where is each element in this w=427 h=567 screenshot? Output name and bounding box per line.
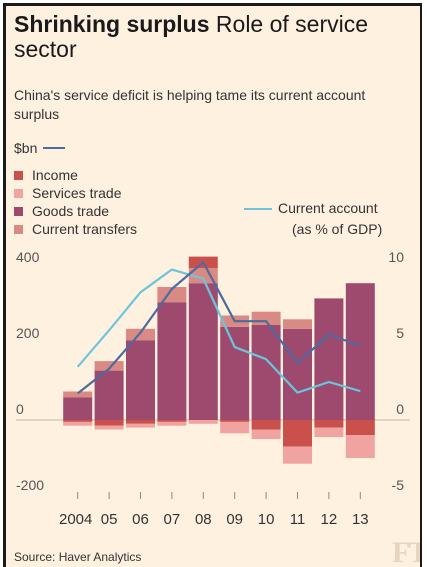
bar-services-6 (251, 429, 281, 439)
x-tick-label-3: 07 (164, 511, 181, 528)
bar-income-5 (220, 420, 250, 422)
bar-goods-3 (157, 302, 187, 420)
bar-goods-2 (126, 340, 155, 420)
legend-item-goods: Goods trade (14, 202, 137, 220)
bar-legend: Income Services trade Goods trade Curren… (14, 166, 137, 238)
legend-item-transfers: Current transfers (14, 220, 137, 238)
bar-income-7 (283, 420, 312, 447)
bar-income-3 (157, 420, 187, 422)
legend-item-services: Services trade (14, 184, 137, 202)
unit-label: $bn (14, 140, 38, 156)
bar-transfers-2 (126, 328, 155, 341)
legend-label-services: Services trade (32, 185, 122, 201)
bar-goods-0 (63, 397, 93, 420)
bar-goods-9 (345, 283, 375, 420)
y-tick-left-3: -200 (16, 477, 44, 493)
y-tick-left-0: 400 (16, 249, 40, 265)
bar-goods-1 (94, 370, 124, 420)
bar-goods-4 (188, 283, 218, 420)
unit-legend: $bn (14, 140, 66, 156)
x-tick-label-1: 05 (101, 511, 118, 528)
bar-services-0 (63, 421, 93, 426)
y-tick-right-3: -5 (392, 477, 405, 493)
chart-subtitle: China's service deficit is helping tame … (14, 87, 366, 122)
x-tick-label-7: 11 (290, 511, 306, 528)
legend-item-income: Income (14, 166, 137, 184)
bar-goods-7 (283, 328, 312, 420)
bar-transfers-7 (283, 319, 312, 329)
current-account-legend: Current account (as % of GDP) (244, 198, 382, 240)
y-tick-right-2: 0 (396, 401, 404, 417)
x-tick-label-4: 08 (195, 511, 212, 528)
bar-services-4 (188, 420, 218, 424)
title-bold: Shrinking surplus (14, 11, 210, 37)
x-tick-label-9: 13 (352, 511, 369, 528)
ca-line-swatch (244, 207, 272, 210)
bar-services-5 (220, 421, 250, 434)
x-tick-label-2: 06 (132, 511, 149, 528)
bar-services-7 (283, 446, 312, 464)
legend-label-income: Income (32, 167, 78, 183)
legend-label-goods: Goods trade (32, 203, 110, 219)
bar-income-1 (94, 420, 124, 426)
bar-services-9 (345, 435, 375, 458)
bar-transfers-1 (94, 361, 124, 371)
bar-services-2 (126, 423, 155, 428)
legend-swatch-income (14, 170, 23, 180)
line-current-account (76, 268, 361, 394)
y-tick-left-2: 0 (16, 401, 24, 417)
bar-income-6 (251, 420, 281, 430)
x-tick-label-8: 12 (321, 511, 338, 528)
x-tick-label-5: 09 (226, 511, 243, 528)
bar-services-3 (157, 421, 187, 426)
legend-swatch-services (14, 188, 23, 198)
bar-goods-5 (220, 326, 250, 420)
y-tick-right-1: 5 (396, 325, 404, 341)
ca-label-line2: (as % of GDP) (292, 221, 383, 237)
bar-services-8 (314, 427, 344, 438)
legend-label-transfers: Current transfers (32, 221, 138, 237)
y-tick-left-1: 200 (16, 325, 40, 341)
bar-transfers-0 (63, 391, 93, 398)
source-note: Source: Haver Analytics (14, 550, 142, 564)
legend-swatch-transfers (14, 224, 23, 234)
bar-income-9 (345, 420, 375, 436)
line-bn (77, 261, 361, 395)
bar-income-8 (314, 420, 344, 428)
bar-transfers-4 (188, 268, 218, 284)
legend-swatch-goods (14, 206, 23, 216)
y-tick-right-0: 10 (388, 249, 404, 265)
ca-label-line1: Current account (278, 200, 378, 216)
x-tick-label-0: 2004 (59, 511, 92, 528)
ft-logo: FT (392, 536, 420, 567)
bar-goods-8 (314, 298, 344, 420)
bar-services-1 (94, 425, 124, 430)
x-tick-label-6: 10 (258, 511, 275, 528)
title-rest: Role of service sector (14, 11, 369, 62)
chart-title: Shrinking surplus Role of service sector (14, 12, 414, 62)
bar-income-2 (126, 420, 155, 424)
bn-line-swatch (43, 147, 66, 149)
bar-goods-6 (251, 325, 281, 420)
bar-income-0 (63, 420, 93, 422)
